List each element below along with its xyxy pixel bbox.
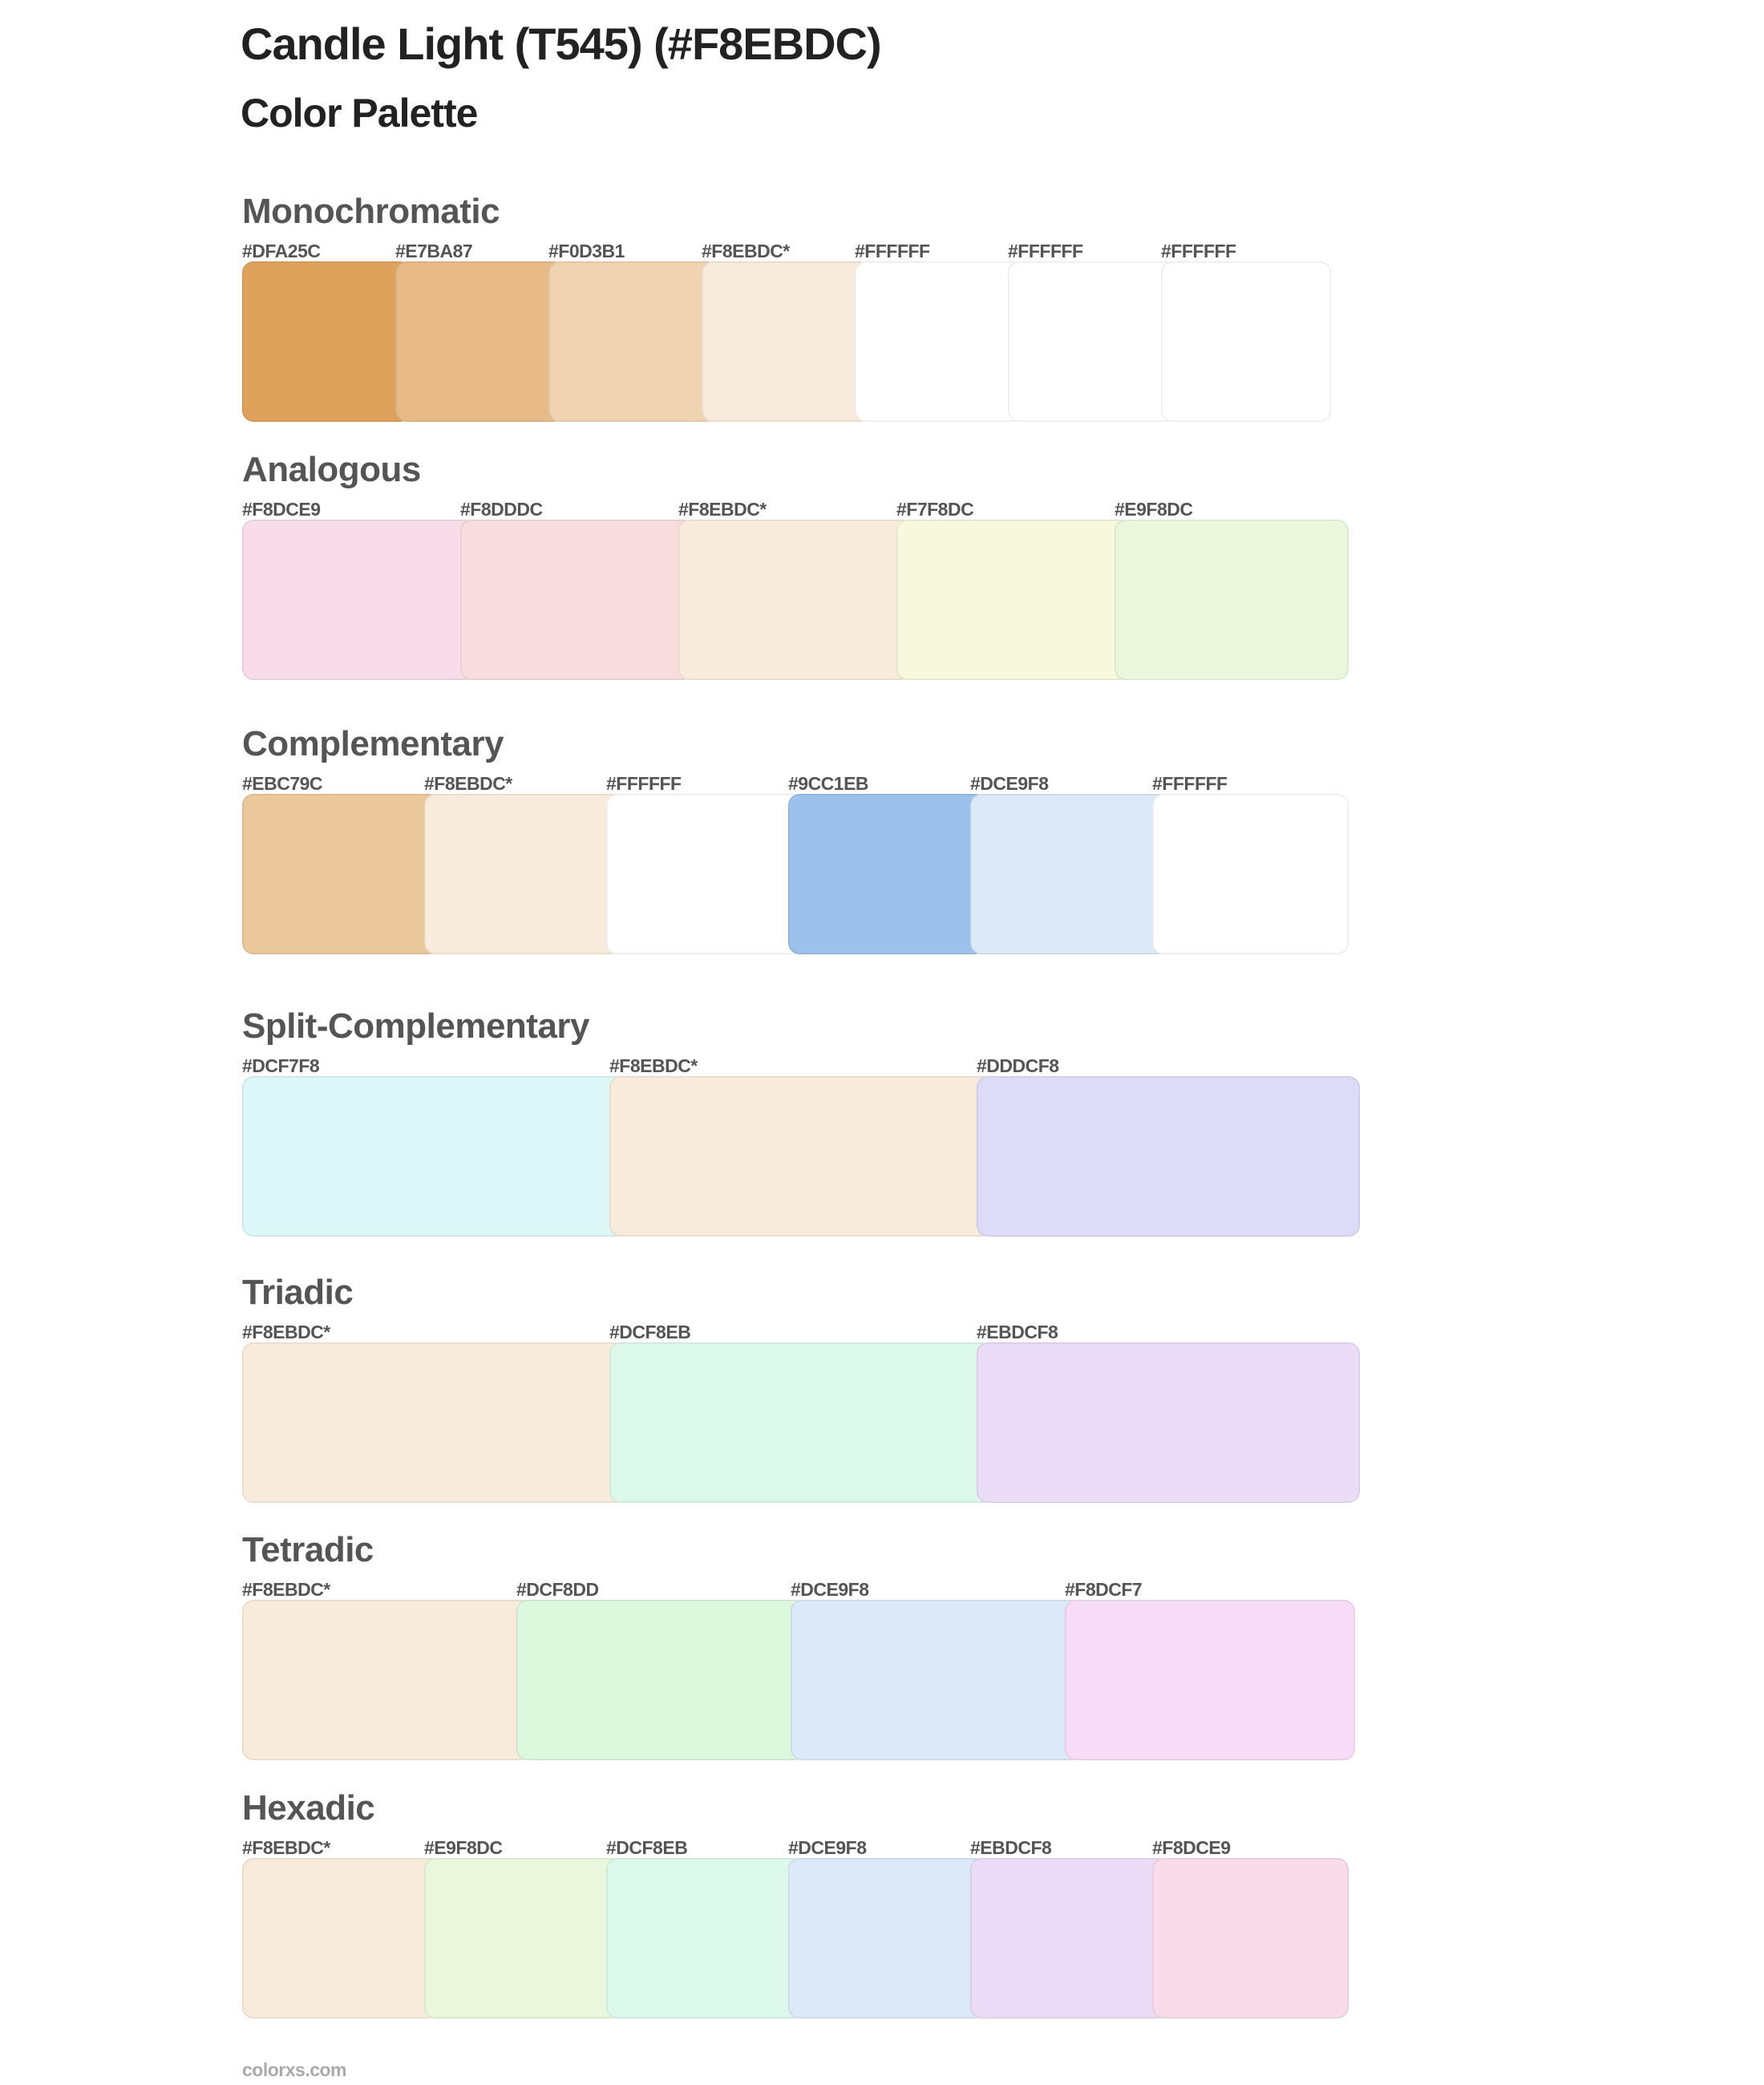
swatch-label: #FFFFFF [1008, 241, 1083, 261]
color-swatch[interactable] [424, 1858, 622, 2018]
swatch-label: #F8DDDC [460, 499, 543, 520]
color-swatch[interactable] [242, 261, 411, 422]
swatch-label: #DCE9F8 [788, 1837, 867, 1858]
swatch-label: #EBDCF8 [977, 1322, 1058, 1342]
section-heading: Tetradic [242, 1530, 374, 1569]
swatch-label: #F8EBDC* [678, 499, 767, 520]
palette-tetradic: Tetradic #F8EBDC* #DCF8DD #DCE9F8 #F8DCF… [242, 1529, 1355, 1760]
swatch-label: #DCE9F8 [970, 773, 1049, 794]
color-swatch[interactable] [548, 261, 718, 422]
swatch-label: #FFFFFF [1152, 773, 1228, 794]
color-swatch[interactable] [242, 1858, 440, 2018]
swatch-label: #E9F8DC [1115, 499, 1193, 520]
swatch-label: #DDDCF8 [977, 1055, 1059, 1076]
color-swatch[interactable] [1115, 520, 1349, 680]
swatch-label: #F0D3B1 [548, 241, 625, 261]
swatch-label: #FFFFFF [606, 773, 682, 794]
color-swatch[interactable] [606, 1858, 804, 2018]
color-swatch[interactable] [788, 794, 986, 954]
color-swatch[interactable] [609, 1342, 993, 1503]
section-heading: Hexadic [242, 1788, 375, 1828]
section-heading: Split-Complementary [242, 1006, 590, 1046]
section-heading: Triadic [242, 1273, 354, 1312]
color-swatch[interactable] [1152, 1858, 1349, 2018]
page-title: Candle Light (T545) (#F8EBDC) [241, 18, 882, 69]
swatch-label: #DFA25C [242, 241, 321, 261]
color-swatch[interactable] [1065, 1600, 1355, 1760]
color-swatch[interactable] [678, 520, 912, 680]
color-swatch[interactable] [977, 1342, 1360, 1503]
swatch-label: #E7BA87 [395, 241, 473, 261]
swatch-label: #F8EBDC* [609, 1055, 698, 1076]
swatch-label: #F8EBDC* [242, 1837, 330, 1858]
color-swatch[interactable] [855, 261, 1024, 422]
palette-hexadic: Hexadic #F8EBDC* #E9F8DC #DCF8EB #DCE9F8… [242, 1787, 1349, 2018]
palette-analogous: Analogous #F8DCE9 #F8DDDC #F8EBDC* #F7F8… [242, 449, 1349, 680]
color-swatch[interactable] [1152, 794, 1349, 954]
color-swatch[interactable] [424, 794, 622, 954]
footer-site-link[interactable]: colorxs.com [242, 2059, 347, 2080]
color-swatch[interactable] [242, 794, 440, 954]
palette-split-complementary: Split-Complementary #DCF7F8 #F8EBDC* #DD… [242, 1006, 1360, 1237]
palette-triadic: Triadic #F8EBDC* #DCF8EB #EBDCF8 [242, 1272, 1360, 1503]
palette-monochromatic: Monochromatic #DFA25C #E7BA87 #F0D3B1 #F… [242, 191, 1331, 422]
color-swatch[interactable] [702, 261, 871, 422]
swatch-label: #F8EBDC* [424, 773, 512, 794]
color-swatch[interactable] [395, 261, 564, 422]
color-swatch[interactable] [242, 1076, 625, 1237]
color-swatch[interactable] [516, 1600, 807, 1760]
color-swatch[interactable] [970, 794, 1168, 954]
color-swatch[interactable] [970, 1858, 1168, 2018]
color-swatch[interactable] [1161, 261, 1331, 422]
swatch-label: #E9F8DC [424, 1837, 503, 1858]
section-heading: Analogous [242, 450, 421, 489]
color-swatch[interactable] [977, 1076, 1360, 1237]
swatch-label: #DCF8EB [609, 1322, 691, 1342]
color-swatch[interactable] [1008, 261, 1177, 422]
swatch-label: #F7F8DC [896, 499, 974, 520]
swatch-label: #F8EBDC* [242, 1322, 330, 1342]
color-swatch[interactable] [788, 1858, 986, 2018]
page-subtitle: Color Palette [241, 91, 478, 136]
swatch-label: #9CC1EB [788, 773, 869, 794]
section-heading: Complementary [242, 724, 504, 763]
swatch-label: #DCE9F8 [791, 1579, 869, 1600]
color-swatch[interactable] [242, 1342, 625, 1503]
swatch-label: #F8EBDC* [702, 241, 790, 261]
swatch-label: #FFFFFF [1161, 241, 1236, 261]
color-swatch[interactable] [606, 794, 804, 954]
swatch-label: #F8DCF7 [1065, 1579, 1143, 1600]
color-swatch[interactable] [896, 520, 1131, 680]
color-swatch[interactable] [791, 1600, 1081, 1760]
color-swatch[interactable] [609, 1076, 993, 1237]
swatch-label: #DCF8DD [516, 1579, 599, 1600]
swatch-label: #EBDCF8 [970, 1837, 1052, 1858]
color-swatch[interactable] [460, 520, 694, 680]
swatch-label: #EBC79C [242, 773, 323, 794]
swatch-label: #FFFFFF [855, 241, 930, 261]
swatch-label: #F8DCE9 [242, 499, 321, 520]
swatch-label: #DCF7F8 [242, 1055, 320, 1076]
palette-complementary: Complementary #EBC79C #F8EBDC* #FFFFFF #… [242, 723, 1349, 954]
swatch-label: #F8EBDC* [242, 1579, 330, 1600]
color-swatch[interactable] [242, 1600, 532, 1760]
swatch-label: #DCF8EB [606, 1837, 688, 1858]
section-heading: Monochromatic [242, 192, 500, 231]
swatch-label: #F8DCE9 [1152, 1837, 1231, 1858]
color-swatch[interactable] [242, 520, 476, 680]
